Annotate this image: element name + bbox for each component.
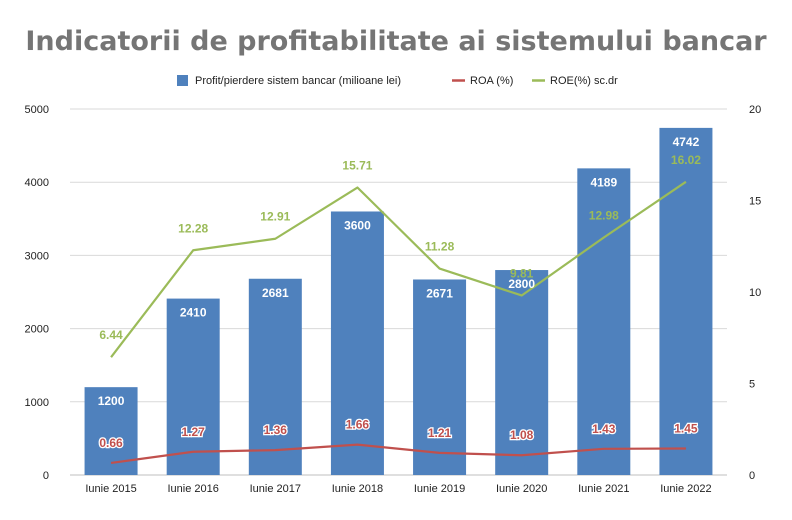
left-tick-label: 1000: [25, 397, 49, 409]
right-tick-label: 15: [749, 196, 761, 208]
bar: [659, 127, 713, 476]
right-axis: 0 5 10 15 20: [749, 104, 761, 482]
roe-data-label: 6.44: [99, 328, 123, 342]
left-tick-label: 5000: [25, 104, 49, 116]
roa-data-label: 1.27: [182, 425, 206, 439]
left-tick-label: 0: [43, 470, 49, 482]
legend-swatch: [177, 75, 188, 86]
left-tick-label: 2000: [25, 324, 49, 336]
left-tick-label: 3000: [25, 250, 49, 262]
right-tick-label: 5: [749, 379, 755, 391]
bar-series: [84, 127, 713, 476]
legend-label: ROA (%): [470, 75, 513, 87]
x-tick-label: Iunie 2022: [660, 483, 711, 495]
legend-item: ROA (%): [452, 75, 513, 87]
left-tick-label: 4000: [25, 177, 49, 189]
legend-label: ROE(%) sc.dr: [550, 75, 618, 87]
chart-title: Indicatorii de profitabilitate ai sistem…: [25, 26, 767, 57]
x-tick-label: Iunie 2020: [496, 483, 547, 495]
roa-data-label: 1.21: [428, 426, 452, 440]
legend: Profit/pierdere sistem bancar (milioane …: [177, 75, 618, 87]
bar-data-label: 2681: [262, 286, 289, 300]
legend-item: ROE(%) sc.dr: [532, 75, 618, 87]
bar-data-label: 4742: [673, 135, 700, 149]
roa-line: [110, 443, 686, 465]
bar: [495, 270, 549, 475]
roe-data-label: 12.28: [178, 221, 208, 235]
roa-data-label: 1.36: [264, 423, 288, 437]
bar: [330, 211, 384, 476]
x-tick-label: Iunie 2016: [167, 483, 218, 495]
line-series: [110, 180, 687, 465]
bar-data-label: 3600: [344, 218, 371, 232]
roe-data-label: 12.91: [260, 210, 290, 224]
roe-data-label: 11.28: [425, 240, 455, 254]
bar-data-label: 1200: [98, 394, 125, 408]
roa-data-label: 1.45: [674, 421, 698, 435]
roe-data-label: 16.02: [671, 153, 701, 167]
roa-data-label: 1.43: [592, 422, 616, 436]
bar-data-label: 2671: [426, 286, 453, 300]
x-tick-label: Iunie 2018: [332, 483, 383, 495]
roa-data-label: 0.66: [99, 436, 123, 450]
right-tick-label: 0: [749, 470, 755, 482]
right-tick-label: 10: [749, 287, 761, 299]
roa-data-label: 1.08: [510, 428, 534, 442]
left-axis: 0 1000 2000 3000 4000 5000: [25, 104, 49, 482]
x-tick-label: Iunie 2019: [414, 483, 465, 495]
bar-data-label: 2800: [508, 277, 535, 291]
legend-label: Profit/pierdere sistem bancar (milioane …: [195, 75, 401, 87]
roe-data-label: 9.81: [510, 266, 534, 280]
roa-data-label: 1.66: [346, 418, 370, 432]
x-axis: Iunie 2015 Iunie 2016 Iunie 2017 Iunie 2018…: [85, 483, 711, 495]
bar: [166, 298, 220, 475]
right-tick-label: 20: [749, 104, 761, 116]
bar: [577, 168, 631, 475]
data-labels: 1200 2410 2681 3600 2671 2800 4189 4742 0.66 1.27…: [98, 135, 702, 451]
roe-data-label: 12.98: [589, 208, 619, 222]
bar: [248, 278, 302, 475]
bar-data-label: 2410: [180, 306, 207, 320]
roe-line: [110, 180, 687, 358]
x-tick-label: Iunie 2021: [578, 483, 629, 495]
bar-data-label: 4189: [590, 175, 617, 189]
roe-data-label: 15.71: [342, 159, 372, 173]
bar: [413, 279, 467, 475]
x-tick-label: Iunie 2015: [85, 483, 136, 495]
x-tick-label: Iunie 2017: [250, 483, 301, 495]
legend-item: Profit/pierdere sistem bancar (milioane …: [177, 75, 401, 87]
